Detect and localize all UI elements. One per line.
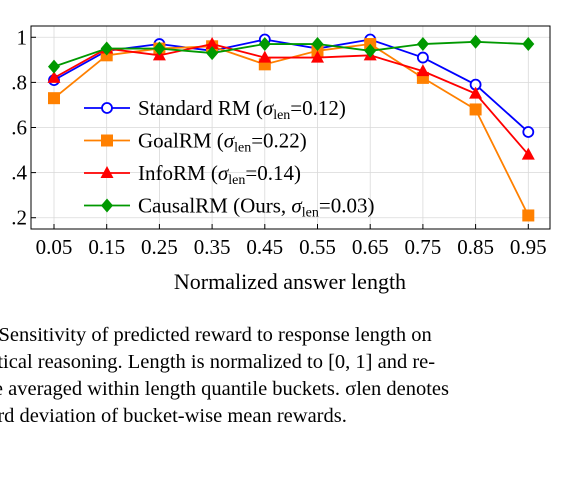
line-chart: .2 .4 .6 .8 1 0.05 0.15 0.25 0.35 0.45 0.55 0.65 0.7… <box>11 25 551 294</box>
y-tick-label: 1 <box>17 25 28 49</box>
x-tick-label: 0.75 <box>405 235 442 259</box>
data-point <box>469 34 482 49</box>
legend-entry: Standard RM (σlen=0.12) <box>84 96 346 123</box>
data-point <box>258 50 272 63</box>
y-tick-label: .2 <box>11 206 27 230</box>
legend-label: GoalRM (σlen=0.22) <box>138 129 307 156</box>
x-tick-label: 0.05 <box>36 235 73 259</box>
x-tick-label: 0.15 <box>88 235 125 259</box>
y-tick-label: .6 <box>11 116 27 140</box>
legend-marker <box>100 166 114 178</box>
x-tick-label: 0.55 <box>299 235 336 259</box>
caption-line: are averaged within length quantile buck… <box>0 378 449 400</box>
legend-entry: CausalRM (Ours, σlen=0.03) <box>84 194 374 221</box>
legend-label: Standard RM (σlen=0.12) <box>138 96 346 123</box>
data-point <box>153 41 166 56</box>
x-tick-label: 0.25 <box>141 235 178 259</box>
data-point <box>522 126 535 138</box>
data-point <box>205 37 219 50</box>
data-point <box>416 51 429 64</box>
legend-entry: InfoRM (σlen=0.14) <box>84 161 301 188</box>
data-point <box>364 43 377 58</box>
legend-label: InfoRM (σlen=0.14) <box>138 161 301 188</box>
data-point <box>311 37 324 52</box>
caption-line: 5. Sensitivity of predicted reward to re… <box>0 324 432 346</box>
tick-labels: .2 .4 .6 .8 1 0.05 0.15 0.25 0.35 0.45 0.55 0.65 0.7… <box>11 25 546 259</box>
caption-line: natical reasoning. Length is normalized … <box>0 351 436 373</box>
data-point <box>48 92 60 105</box>
data-point <box>469 103 482 116</box>
figure-caption: 5. Sensitivity of predicted reward to re… <box>0 322 582 430</box>
data-point <box>206 46 219 61</box>
data-point <box>521 147 535 160</box>
legend-marker <box>101 102 113 114</box>
series-2 <box>47 37 535 160</box>
data-point <box>48 59 60 74</box>
legend: Standard RM (σlen=0.12) GoalRM (σlen=0.22… <box>84 96 374 221</box>
caption-line: dard deviation of bucket-wise mean rewar… <box>0 405 347 427</box>
legend-marker <box>101 198 113 213</box>
data-point <box>311 50 324 63</box>
y-tick-label: .4 <box>11 161 27 185</box>
data-point <box>47 70 61 83</box>
series-line <box>53 43 529 156</box>
legend-entry: GoalRM (σlen=0.22) <box>84 129 307 156</box>
data-point <box>258 37 271 52</box>
data-point <box>469 86 483 99</box>
data-point <box>100 41 113 56</box>
y-tick-label: .8 <box>11 70 27 94</box>
x-tick-label: 0.45 <box>246 235 283 259</box>
x-tick-label: 0.85 <box>457 235 494 259</box>
series-layer <box>47 33 535 222</box>
data-point <box>416 37 429 52</box>
x-axis-label: Normalized answer length <box>174 269 406 294</box>
data-point <box>522 37 535 52</box>
data-point <box>522 209 535 222</box>
legend-marker <box>101 134 113 147</box>
x-tick-label: 0.65 <box>352 235 389 259</box>
legend-label: CausalRM (Ours, σlen=0.03) <box>138 194 374 221</box>
series-3 <box>48 34 535 74</box>
series-line <box>53 40 529 68</box>
x-tick-label: 0.95 <box>510 235 547 259</box>
data-point <box>416 64 430 77</box>
x-tick-label: 0.35 <box>194 235 231 259</box>
